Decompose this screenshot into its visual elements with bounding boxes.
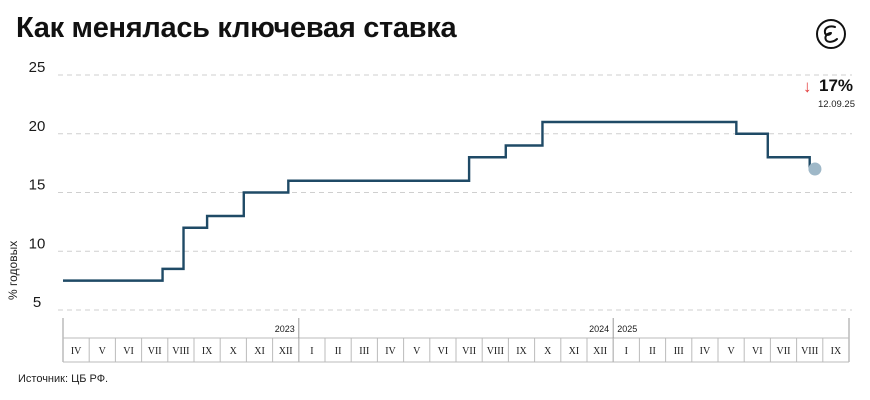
month-label: VIII <box>487 346 504 357</box>
month-label: X <box>544 346 552 357</box>
month-label: IV <box>385 346 396 357</box>
year-label: 2024 <box>589 324 609 334</box>
current-rate-marker <box>808 162 822 176</box>
month-label: VI <box>438 346 449 357</box>
month-label: V <box>99 346 107 357</box>
month-label: XII <box>593 346 607 357</box>
month-label: IX <box>202 346 213 357</box>
month-label: VII <box>148 346 162 357</box>
source-note: Источник: ЦБ РФ. <box>18 373 109 385</box>
month-label: V <box>727 346 735 357</box>
month-label: XII <box>279 346 293 357</box>
month-label: XI <box>254 346 265 357</box>
month-label: II <box>335 346 342 357</box>
month-label: XI <box>569 346 580 357</box>
month-label: VI <box>123 346 134 357</box>
publisher-logo-icon <box>816 19 846 49</box>
rate-step-line <box>63 120 815 282</box>
y-tick-label: 15 <box>29 177 46 194</box>
month-label: VII <box>777 346 791 357</box>
y-tick-label: 20 <box>29 118 46 135</box>
y-tick-label: 25 <box>29 59 46 76</box>
month-label: X <box>230 346 238 357</box>
month-label: V <box>413 346 421 357</box>
current-rate-value: 17% <box>819 76 854 95</box>
month-label: VIII <box>172 346 189 357</box>
month-label: IX <box>831 346 842 357</box>
y-axis-label: % годовых <box>6 240 20 300</box>
month-label: I <box>310 346 313 357</box>
month-label: I <box>625 346 628 357</box>
month-label: III <box>359 346 369 357</box>
y-tick-label: 5 <box>33 294 41 311</box>
month-label: II <box>649 346 656 357</box>
month-label: IX <box>516 346 527 357</box>
current-rate-date: 12.09.25 <box>818 99 855 110</box>
year-label: 2025 <box>617 324 637 334</box>
page-title: Как менялась ключевая ставка <box>16 12 457 44</box>
year-label: 2023 <box>275 324 295 334</box>
y-tick-label: 10 <box>29 235 46 252</box>
month-label: IV <box>700 346 711 357</box>
month-label: VIII <box>801 346 818 357</box>
month-label: VII <box>462 346 476 357</box>
month-label: VI <box>752 346 763 357</box>
month-label: III <box>674 346 684 357</box>
month-label: IV <box>71 346 82 357</box>
down-arrow-icon: ↓ <box>803 77 812 96</box>
